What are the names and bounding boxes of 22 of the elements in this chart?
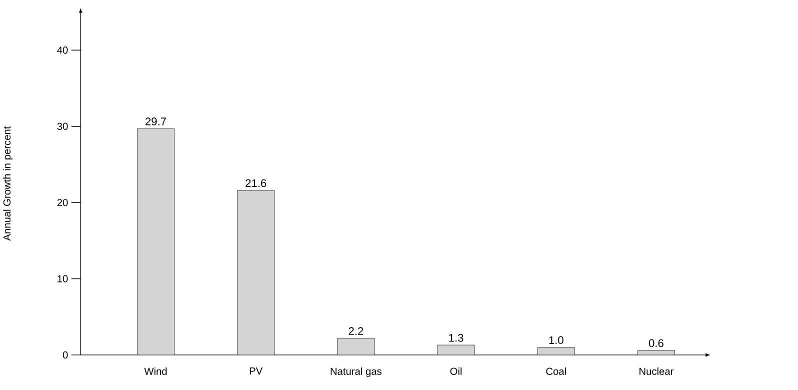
data-label: 1.3 [449, 334, 464, 342]
bar [237, 190, 275, 355]
data-label: 1.0 [549, 336, 564, 344]
data-label: 29.7 [146, 117, 166, 126]
x-tick-label: Natural gas [330, 367, 382, 377]
x-tick-label: Coal [546, 367, 566, 375]
bar [137, 128, 174, 355]
y-tick-label: 40 [57, 46, 68, 54]
y-tick-label: 10 [58, 275, 68, 282]
y-tick-label: 0 [62, 351, 68, 358]
x-tick-label: Nuclear [640, 367, 674, 375]
data-label: 21.6 [246, 179, 266, 188]
x-tick-label: Oil [450, 367, 462, 375]
x-tick-label: Wind [144, 367, 167, 375]
bar [337, 338, 375, 355]
bar [538, 347, 575, 355]
y-tick-label: 30 [57, 122, 68, 130]
y-tick-label: 20 [57, 198, 68, 206]
y-axis-title: Annual Growth in percent [3, 126, 13, 241]
x-tick-label: PV [250, 367, 263, 374]
data-label: 0.6 [648, 339, 664, 348]
data-label: 2.2 [348, 327, 364, 335]
